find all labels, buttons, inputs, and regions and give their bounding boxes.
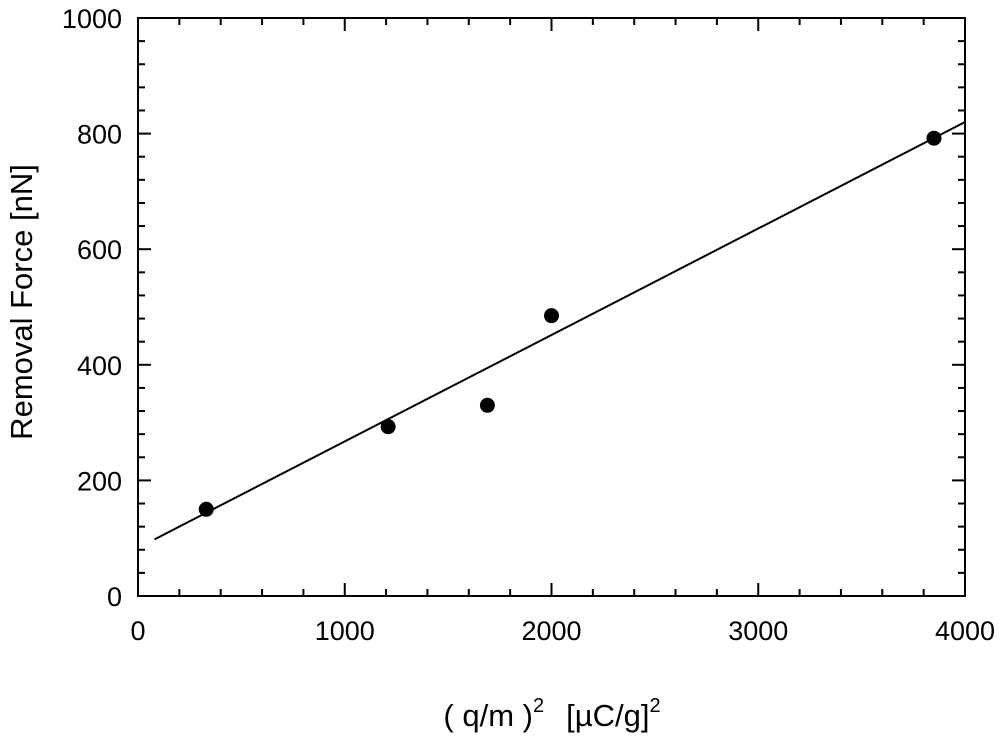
y-axis-title: Removal Force [nN] [4, 164, 39, 440]
x-tick-label: 3000 [728, 616, 788, 646]
data-point [198, 501, 214, 517]
data-point [544, 308, 559, 324]
data-point [380, 419, 396, 435]
plot-frame [137, 17, 966, 597]
data-point [479, 397, 495, 413]
x-tick-labels: 0 1000 2000 3000 4000 [130, 616, 995, 646]
x-tick-label: 0 [130, 616, 145, 646]
y-tick-label: 200 [77, 466, 122, 496]
y-tick-label: 0 [107, 582, 122, 612]
y-tick-label: 600 [77, 235, 122, 265]
y-tick-label: 1000 [62, 4, 122, 34]
y-tick-label: 800 [77, 120, 122, 150]
fit-line [154, 121, 966, 541]
y-tick-labels: 0 200 400 600 800 1000 [62, 4, 122, 612]
data-point [926, 130, 942, 146]
minor-ticks [138, 18, 965, 596]
y-tick-label: 400 [77, 351, 122, 381]
x-tick-label: 2000 [521, 616, 581, 646]
data-points [198, 130, 942, 517]
x-tick-label: 4000 [935, 616, 995, 646]
x-tick-label: 1000 [315, 616, 375, 646]
major-ticks [137, 17, 966, 597]
x-axis-title: ( q/m )2 [µC/g]2 [443, 695, 660, 733]
